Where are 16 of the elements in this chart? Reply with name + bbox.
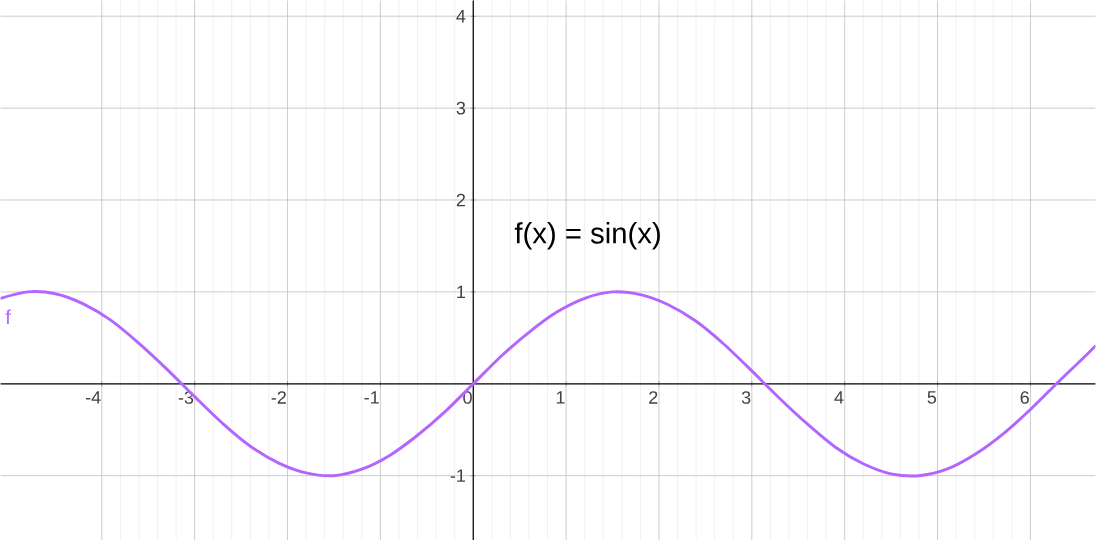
y-tick-label: -1 xyxy=(450,469,466,483)
x-tick-label: 3 xyxy=(741,391,751,405)
x-tick-label: -1 xyxy=(364,391,379,404)
x-tick-label: 2 xyxy=(649,391,658,404)
annotation: f(x) = sin(x) xyxy=(514,222,660,250)
y-tick-label: 2 xyxy=(456,193,465,207)
x-tick-label: -2 xyxy=(271,391,286,404)
series-label: f xyxy=(5,309,11,325)
x-tick-label: 5 xyxy=(927,391,937,404)
x-tick-label: 4 xyxy=(834,391,844,404)
x-tick-label: 1 xyxy=(556,391,565,404)
y-tick-label: 4 xyxy=(456,10,466,23)
x-tick-label: -4 xyxy=(85,391,101,404)
x-tick-label: 6 xyxy=(1020,391,1029,405)
y-tick-label: 1 xyxy=(457,285,466,299)
y-tick-label: 3 xyxy=(456,101,466,115)
